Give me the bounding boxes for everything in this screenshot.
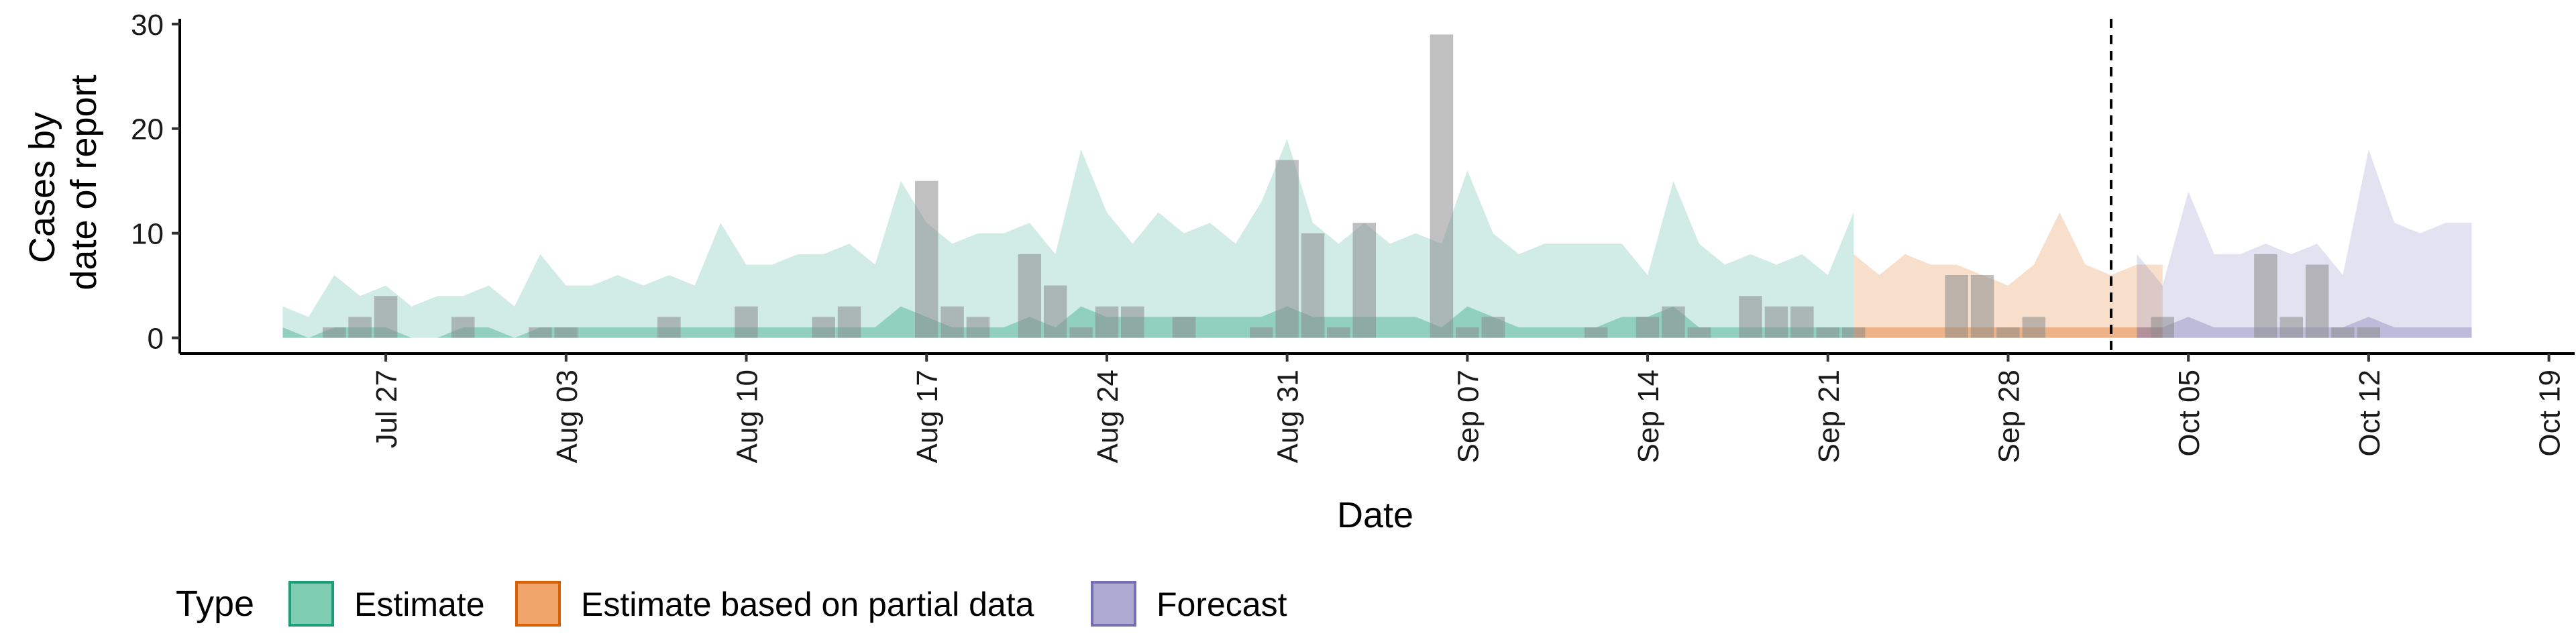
y-tick-label: 10 bbox=[131, 218, 164, 251]
x-tick-label: Sep 28 bbox=[1993, 370, 2026, 463]
x-tick-label: Aug 17 bbox=[911, 370, 944, 463]
reported-cases-bar bbox=[735, 306, 758, 338]
reported-cases-bar bbox=[1172, 317, 1196, 338]
ribbon-90-estimate bbox=[282, 139, 1854, 338]
legend-key-estimate bbox=[288, 581, 334, 627]
reported-cases-bar bbox=[657, 317, 681, 338]
reported-cases-bar bbox=[2331, 327, 2355, 338]
legend: Type Estimate Estimate based on partial d… bbox=[176, 581, 1287, 627]
reported-cases-bar bbox=[837, 306, 861, 338]
reported-cases-bar bbox=[1687, 327, 1711, 338]
ribbon-50-forecast bbox=[2137, 317, 2472, 338]
reported-cases-bar bbox=[2305, 264, 2329, 338]
reported-cases-bar bbox=[323, 327, 346, 338]
reported-cases-bar bbox=[554, 327, 578, 338]
reported-cases-bar bbox=[1841, 327, 1866, 338]
legend-key-estimate-based-on-partial-data bbox=[515, 581, 561, 627]
reported-cases-bar bbox=[1275, 160, 1299, 338]
reported-cases-bar bbox=[2279, 317, 2303, 338]
x-tick-label: Oct 19 bbox=[2534, 370, 2567, 457]
x-tick-label: Aug 24 bbox=[1091, 370, 1124, 463]
x-tick-label: Aug 03 bbox=[551, 370, 584, 463]
reported-cases-bar bbox=[1456, 327, 1479, 338]
reported-cases-bar bbox=[1250, 327, 1273, 338]
y-tick-label: 0 bbox=[148, 323, 164, 356]
reported-cases-bar bbox=[348, 317, 372, 338]
x-tick-label: Aug 10 bbox=[731, 370, 764, 463]
reported-cases-bar bbox=[1121, 306, 1144, 338]
legend-label-estimate-based-on-partial-data: Estimate based on partial data bbox=[581, 586, 1034, 623]
reported-cases-bar bbox=[1069, 327, 1093, 338]
reported-cases-bar bbox=[1816, 327, 1839, 338]
x-tick-label: Aug 31 bbox=[1272, 370, 1305, 463]
legend-title: Type bbox=[176, 584, 254, 624]
reported-cases-bar bbox=[1043, 285, 1067, 338]
ribbon-90-estimate-based-on-partial-data bbox=[1854, 212, 2163, 338]
reported-cases-bar bbox=[1327, 327, 1350, 338]
reported-cases-bar bbox=[2151, 317, 2174, 338]
y-axis-title-line-2: date of report bbox=[64, 74, 104, 290]
axes: 0 10 20 30 Jul 27 Aug 03 Aug 10 Aug 17 Aug 24 Aug… bbox=[131, 9, 2575, 463]
x-tick-label: Sep 07 bbox=[1452, 370, 1485, 463]
x-tick-label: Oct 05 bbox=[2173, 370, 2206, 457]
reported-cases-bar bbox=[1352, 223, 1376, 338]
reported-cases-bar bbox=[529, 327, 552, 338]
reported-cases-bar bbox=[1764, 306, 1788, 338]
x-tick-label: Jul 27 bbox=[370, 370, 403, 448]
reported-cases-bar bbox=[941, 306, 964, 338]
reported-cases-bar bbox=[1481, 317, 1505, 338]
reported-cases-bar bbox=[374, 296, 398, 338]
reported-cases-bar bbox=[1970, 275, 1994, 338]
reported-cases-bars bbox=[323, 34, 2381, 338]
x-axis-title: Date bbox=[1337, 495, 1413, 535]
reported-cases-bar bbox=[1301, 233, 1325, 338]
legend-label-estimate: Estimate bbox=[354, 586, 485, 623]
ribbon-90-forecast bbox=[2137, 149, 2472, 338]
legend-label-forecast: Forecast bbox=[1157, 586, 1287, 623]
y-axis-title-line-1: Cases by bbox=[22, 112, 62, 263]
reported-cases-bar bbox=[966, 317, 990, 338]
y-tick-label: 20 bbox=[131, 113, 164, 146]
reported-cases-bar bbox=[1585, 327, 1608, 338]
reported-cases-bar bbox=[1996, 327, 2020, 338]
reported-cases-bar bbox=[1790, 306, 1814, 338]
reported-cases-bar bbox=[1635, 317, 1660, 338]
reported-cases-bar bbox=[451, 317, 475, 338]
legend-key-forecast bbox=[1091, 581, 1136, 627]
x-tick-label: Sep 14 bbox=[1632, 370, 1665, 463]
reported-cases-bar bbox=[2254, 254, 2277, 338]
reported-cases-bar bbox=[2022, 317, 2046, 338]
y-axis-title: Cases by date of report bbox=[22, 74, 104, 290]
reported-cases-bar bbox=[1018, 254, 1041, 338]
x-tick-label: Sep 21 bbox=[1813, 370, 1845, 463]
reported-cases-bar bbox=[2357, 327, 2381, 338]
reported-cases-bar bbox=[1739, 296, 1762, 338]
reported-cases-bar bbox=[1430, 34, 1454, 338]
reported-cases-bar bbox=[915, 180, 938, 338]
reported-cases-bar bbox=[1945, 275, 1968, 338]
x-tick-label: Oct 12 bbox=[2353, 370, 2386, 457]
reported-cases-bar bbox=[1662, 306, 1685, 338]
reported-cases-bar bbox=[1095, 306, 1119, 338]
ribbon-layer bbox=[282, 139, 2472, 338]
reported-cases-bar bbox=[812, 317, 835, 338]
y-tick-label: 30 bbox=[131, 9, 164, 42]
